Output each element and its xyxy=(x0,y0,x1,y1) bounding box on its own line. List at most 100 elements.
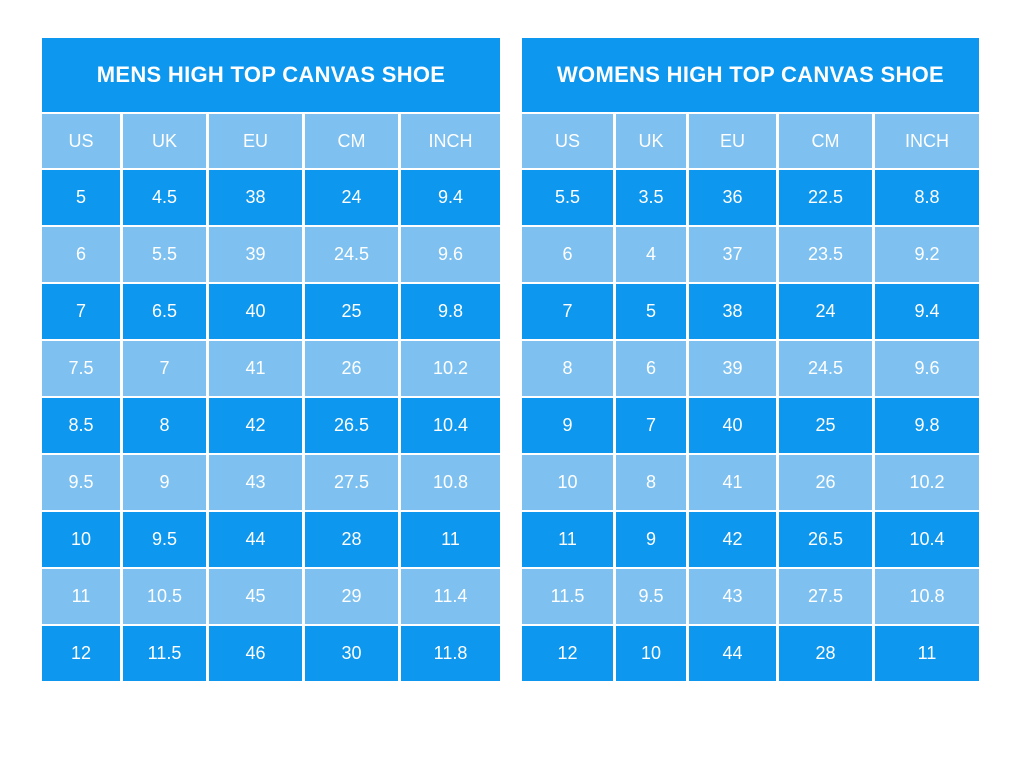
table-cell: 10 xyxy=(616,626,686,681)
table-cell: 3.5 xyxy=(616,170,686,225)
table-cell: 10.5 xyxy=(123,569,206,624)
table-cell: 25 xyxy=(305,284,398,339)
table-cell: 30 xyxy=(305,626,398,681)
table-cell: 8 xyxy=(522,341,613,396)
table-cell: 10.8 xyxy=(401,455,500,510)
table-cell: 11.5 xyxy=(123,626,206,681)
womens-table-title: WOMENS HIGH TOP CANVAS SHOE xyxy=(522,38,979,112)
column-header-inch: INCH xyxy=(401,114,500,168)
table-cell: 26.5 xyxy=(305,398,398,453)
column-header-uk: UK xyxy=(616,114,686,168)
table-cell: 11.5 xyxy=(522,569,613,624)
table-cell: 5 xyxy=(616,284,686,339)
table-cell: 4 xyxy=(616,227,686,282)
table-cell: 43 xyxy=(209,455,302,510)
table-cell: 7 xyxy=(522,284,613,339)
table-cell: 24 xyxy=(779,284,872,339)
table-cell: 7 xyxy=(616,398,686,453)
table-cell: 44 xyxy=(689,626,776,681)
table-cell: 28 xyxy=(305,512,398,567)
table-cell: 9.8 xyxy=(401,284,500,339)
table-cell: 5 xyxy=(42,170,120,225)
table-cell: 8.8 xyxy=(875,170,979,225)
table-cell: 9 xyxy=(616,512,686,567)
table-cell: 10.2 xyxy=(401,341,500,396)
table-cell: 41 xyxy=(689,455,776,510)
table-cell: 7.5 xyxy=(42,341,120,396)
table-cell: 36 xyxy=(689,170,776,225)
table-cell: 41 xyxy=(209,341,302,396)
table-cell: 26.5 xyxy=(779,512,872,567)
mens-size-table: MENS HIGH TOP CANVAS SHOE US UK EU CM IN… xyxy=(42,38,500,681)
womens-size-table: WOMENS HIGH TOP CANVAS SHOE US UK EU CM … xyxy=(522,38,979,681)
column-header-us: US xyxy=(42,114,120,168)
table-cell: 6.5 xyxy=(123,284,206,339)
table-cell: 24.5 xyxy=(779,341,872,396)
table-cell: 24 xyxy=(305,170,398,225)
table-cell: 8 xyxy=(123,398,206,453)
table-cell: 42 xyxy=(209,398,302,453)
table-cell: 10.4 xyxy=(875,512,979,567)
table-cell: 39 xyxy=(209,227,302,282)
table-cell: 10.4 xyxy=(401,398,500,453)
table-cell: 9.6 xyxy=(875,341,979,396)
table-cell: 22.5 xyxy=(779,170,872,225)
table-cell: 11.4 xyxy=(401,569,500,624)
table-cell: 9.4 xyxy=(875,284,979,339)
column-header-inch: INCH xyxy=(875,114,979,168)
table-cell: 11.8 xyxy=(401,626,500,681)
table-cell: 5.5 xyxy=(123,227,206,282)
table-cell: 40 xyxy=(209,284,302,339)
table-cell: 38 xyxy=(689,284,776,339)
table-cell: 44 xyxy=(209,512,302,567)
table-cell: 29 xyxy=(305,569,398,624)
table-cell: 4.5 xyxy=(123,170,206,225)
table-cell: 11 xyxy=(875,626,979,681)
table-cell: 9 xyxy=(123,455,206,510)
table-cell: 9.6 xyxy=(401,227,500,282)
table-cell: 46 xyxy=(209,626,302,681)
table-cell: 26 xyxy=(779,455,872,510)
table-cell: 9.2 xyxy=(875,227,979,282)
mens-size-grid: MENS HIGH TOP CANVAS SHOE US UK EU CM IN… xyxy=(42,38,500,681)
table-cell: 11 xyxy=(42,569,120,624)
table-cell: 8.5 xyxy=(42,398,120,453)
column-header-eu: EU xyxy=(209,114,302,168)
table-cell: 9.4 xyxy=(401,170,500,225)
table-cell: 12 xyxy=(522,626,613,681)
column-header-cm: CM xyxy=(779,114,872,168)
column-header-eu: EU xyxy=(689,114,776,168)
table-cell: 9.8 xyxy=(875,398,979,453)
table-cell: 9.5 xyxy=(42,455,120,510)
table-cell: 24.5 xyxy=(305,227,398,282)
table-cell: 10 xyxy=(522,455,613,510)
table-cell: 27.5 xyxy=(779,569,872,624)
table-cell: 12 xyxy=(42,626,120,681)
table-cell: 6 xyxy=(616,341,686,396)
table-cell: 11 xyxy=(522,512,613,567)
table-cell: 10.2 xyxy=(875,455,979,510)
table-cell: 10 xyxy=(42,512,120,567)
column-header-uk: UK xyxy=(123,114,206,168)
table-cell: 8 xyxy=(616,455,686,510)
table-cell: 27.5 xyxy=(305,455,398,510)
table-cell: 6 xyxy=(42,227,120,282)
table-cell: 28 xyxy=(779,626,872,681)
table-cell: 5.5 xyxy=(522,170,613,225)
womens-size-grid: WOMENS HIGH TOP CANVAS SHOE US UK EU CM … xyxy=(522,38,979,681)
table-cell: 9 xyxy=(522,398,613,453)
table-cell: 9.5 xyxy=(616,569,686,624)
table-cell: 6 xyxy=(522,227,613,282)
table-cell: 25 xyxy=(779,398,872,453)
table-cell: 42 xyxy=(689,512,776,567)
table-cell: 38 xyxy=(209,170,302,225)
table-cell: 10.8 xyxy=(875,569,979,624)
table-cell: 11 xyxy=(401,512,500,567)
table-cell: 43 xyxy=(689,569,776,624)
table-cell: 26 xyxy=(305,341,398,396)
table-cell: 45 xyxy=(209,569,302,624)
table-cell: 9.5 xyxy=(123,512,206,567)
column-header-cm: CM xyxy=(305,114,398,168)
table-cell: 37 xyxy=(689,227,776,282)
